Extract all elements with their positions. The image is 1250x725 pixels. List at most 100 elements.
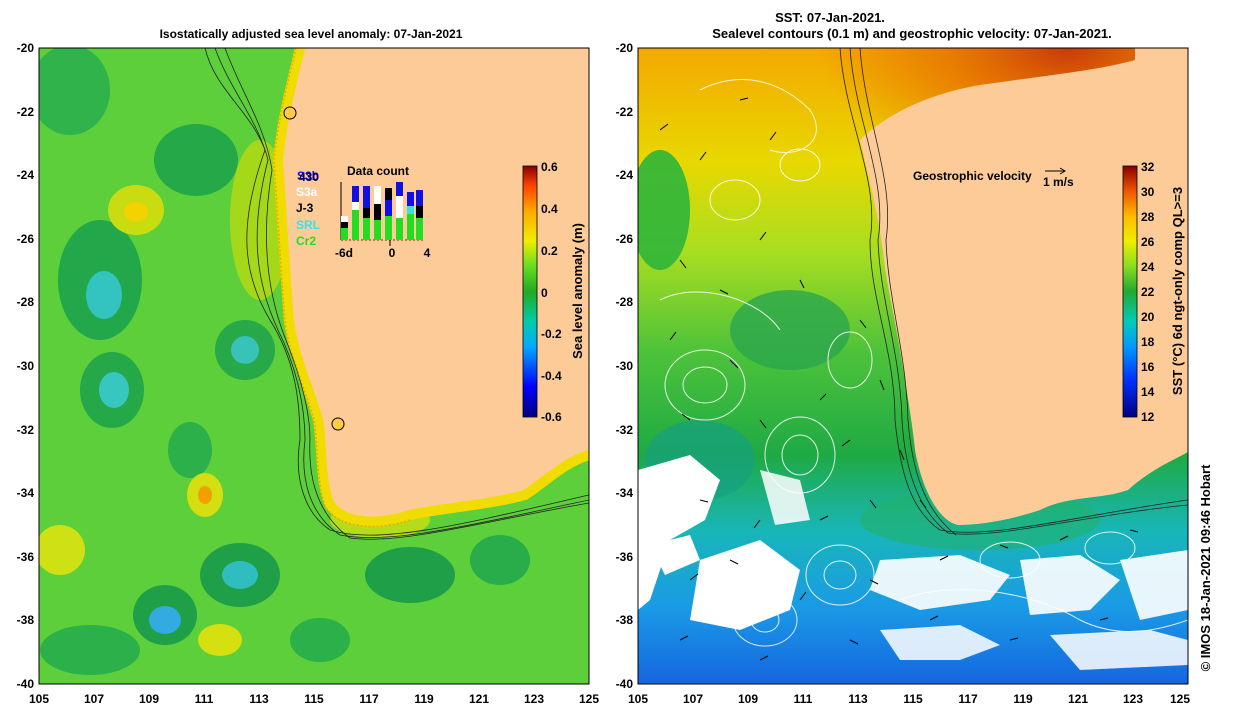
sla-colorbar: 0.6 0.4 0.2 0 -0.2 -0.4 -0.6 Sea level a… <box>522 160 585 424</box>
svg-text:18: 18 <box>1141 335 1155 349</box>
svg-text:30: 30 <box>1141 185 1155 199</box>
left-y-axis: -20 -22 -24 -26 -28 -30 -32 -34 -36 -38 … <box>17 41 35 691</box>
australia-land-right <box>860 48 1188 525</box>
svg-text:-40: -40 <box>616 677 634 691</box>
svg-text:-0.4: -0.4 <box>541 369 562 383</box>
svg-text:-28: -28 <box>17 295 35 309</box>
svg-text:Geostrophic velocity: Geostrophic velocity <box>913 169 1032 183</box>
tide-gauge-stations <box>283 106 345 431</box>
svg-text:-32: -32 <box>17 423 35 437</box>
svg-text:Data count: Data count <box>347 164 409 178</box>
svg-text:-28: -28 <box>616 295 634 309</box>
svg-text:121: 121 <box>469 692 489 706</box>
svg-text:0.2: 0.2 <box>541 244 558 258</box>
svg-text:113: 113 <box>249 692 269 706</box>
svg-text:115: 115 <box>304 692 324 706</box>
svg-text:119: 119 <box>1013 692 1033 706</box>
svg-text:-30: -30 <box>17 359 35 373</box>
svg-text:16: 16 <box>1141 360 1155 374</box>
data-count-bars <box>341 182 423 240</box>
svg-text:-20: -20 <box>616 41 634 55</box>
svg-text:125: 125 <box>1170 692 1190 706</box>
svg-text:26: 26 <box>1141 235 1155 249</box>
svg-text:111: 111 <box>195 692 214 706</box>
svg-text:4: 4 <box>424 246 431 260</box>
svg-text:14: 14 <box>1141 385 1155 399</box>
svg-text:0: 0 <box>541 286 548 300</box>
right-panel-title-line2: Sealevel contours (0.1 m) and geostrophi… <box>712 26 1112 41</box>
imos-credit: © IMOS 18-Jan-2021 09:46 Hobart <box>1198 464 1213 671</box>
svg-text:-30: -30 <box>616 359 634 373</box>
svg-text:32: 32 <box>1141 160 1155 174</box>
svg-text:S3b: S3b <box>297 169 319 183</box>
geostrophic-velocity-arrows <box>659 97 1139 661</box>
sst-colorbar-label: SST (°C) 6d ngt-only comp QL>=3 <box>1170 187 1185 395</box>
svg-text:-20: -20 <box>17 41 35 55</box>
svg-text:-22: -22 <box>17 105 35 119</box>
svg-text:-38: -38 <box>616 613 634 627</box>
svg-text:123: 123 <box>524 692 544 706</box>
svg-text:121: 121 <box>1068 692 1088 706</box>
right-y-axis: -20 -22 -24 -26 -28 -30 -32 -34 -36 -38 … <box>616 41 634 691</box>
right-panel-title-line1: SST: 07-Jan-2021. <box>775 10 885 25</box>
svg-text:-0.2: -0.2 <box>541 327 562 341</box>
svg-text:0.4: 0.4 <box>541 202 558 216</box>
svg-text:109: 109 <box>738 692 758 706</box>
svg-text:0: 0 <box>389 246 396 260</box>
svg-text:Cr2: Cr2 <box>296 234 316 248</box>
svg-text:-0.6: -0.6 <box>541 410 562 424</box>
svg-text:-38: -38 <box>17 613 35 627</box>
svg-text:119: 119 <box>414 692 434 706</box>
svg-text:-32: -32 <box>616 423 634 437</box>
svg-text:-36: -36 <box>616 550 634 564</box>
svg-text:24: 24 <box>1141 260 1155 274</box>
svg-text:-34: -34 <box>17 486 35 500</box>
svg-text:0.6: 0.6 <box>541 160 558 174</box>
svg-text:-22: -22 <box>616 105 634 119</box>
svg-text:-26: -26 <box>616 232 634 246</box>
svg-text:117: 117 <box>359 692 379 706</box>
svg-text:J-3: J-3 <box>296 201 314 215</box>
sla-anomaly-blobs <box>39 48 530 675</box>
svg-text:1 m/s: 1 m/s <box>1043 175 1074 189</box>
svg-text:123: 123 <box>1123 692 1143 706</box>
svg-text:107: 107 <box>683 692 703 706</box>
svg-text:105: 105 <box>628 692 648 706</box>
data-count-inset: Data count S3b 430 S3a J-3 SRL Cr2 -6d 0… <box>296 164 431 260</box>
svg-text:-24: -24 <box>616 168 634 182</box>
sla-colorbar-label: Sea level anomaly (m) <box>570 223 585 359</box>
cloud-mask <box>638 455 1188 670</box>
australia-land-left <box>278 48 589 522</box>
svg-text:115: 115 <box>903 692 923 706</box>
svg-text:-40: -40 <box>17 677 35 691</box>
svg-text:-36: -36 <box>17 550 35 564</box>
svg-text:107: 107 <box>84 692 104 706</box>
svg-text:125: 125 <box>579 692 599 706</box>
left-map-frame <box>38 47 590 685</box>
svg-text:28: 28 <box>1141 210 1155 224</box>
bathymetry-contours-right <box>839 48 1188 536</box>
svg-text:430: 430 <box>299 170 319 184</box>
sst-colorbar: 32 30 28 26 24 22 20 18 16 14 12 SST (°C… <box>1122 160 1185 424</box>
right-x-axis: 105 107 109 111 113 115 117 119 121 123 … <box>628 692 1190 706</box>
svg-text:-6d: -6d <box>335 246 353 260</box>
svg-text:S3a: S3a <box>296 185 318 199</box>
left-x-axis: 105 107 109 111 113 115 117 119 121 123 … <box>29 692 599 706</box>
svg-text:113: 113 <box>848 692 868 706</box>
svg-text:105: 105 <box>29 692 49 706</box>
svg-text:SRL: SRL <box>296 218 320 232</box>
left-panel-title: Isostatically adjusted sea level anomaly… <box>160 27 463 41</box>
svg-text:12: 12 <box>1141 410 1155 424</box>
svg-text:-26: -26 <box>17 232 35 246</box>
svg-text:111: 111 <box>794 692 813 706</box>
bathymetry-contours <box>204 48 589 540</box>
right-map-frame <box>637 47 1189 685</box>
svg-text:22: 22 <box>1141 285 1155 299</box>
svg-text:117: 117 <box>958 692 978 706</box>
svg-text:-24: -24 <box>17 168 35 182</box>
svg-text:109: 109 <box>139 692 159 706</box>
svg-text:-34: -34 <box>616 486 634 500</box>
svg-text:20: 20 <box>1141 310 1155 324</box>
velocity-legend: Geostrophic velocity 1 m/s <box>913 167 1074 189</box>
